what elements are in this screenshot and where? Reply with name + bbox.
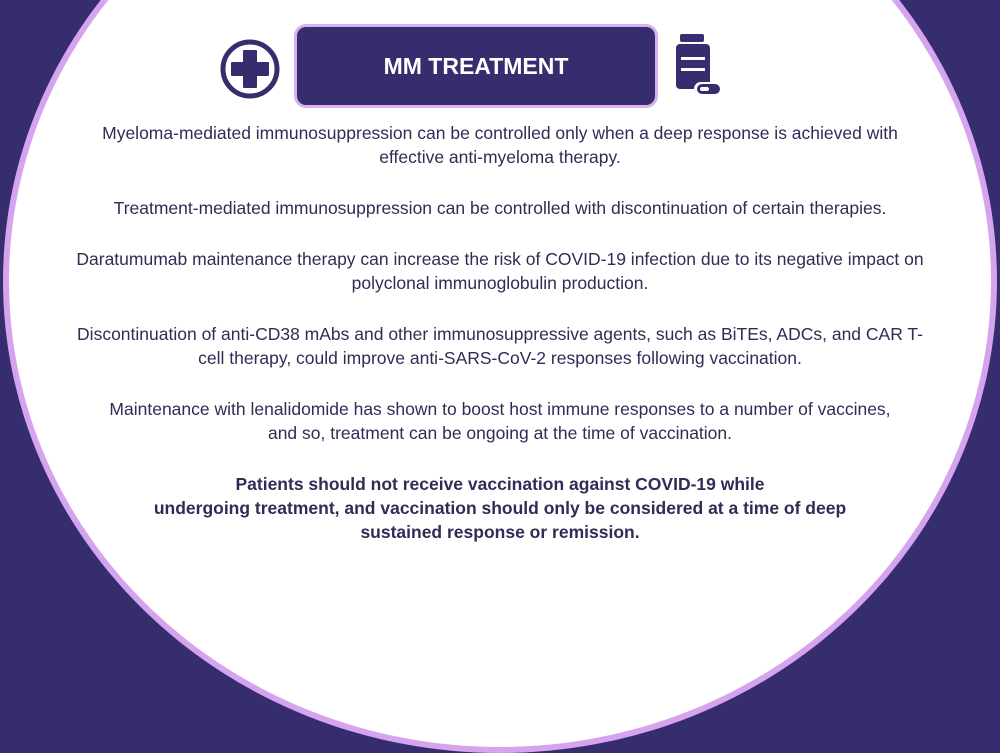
paragraph-daratumumab: Daratumumab maintenance therapy can incr… [20,247,980,295]
slide-title: MM TREATMENT [294,24,658,108]
paragraph-myeloma-immunosuppression: Myeloma-mediated immunosuppression can b… [20,121,980,169]
text-line: cell therapy, could improve anti-SARS-Co… [198,348,802,368]
text-line: Patients should not receive vaccination … [235,474,765,494]
text-line: effective anti-myeloma therapy. [379,147,621,167]
paragraph-treatment-immunosuppression: Treatment-mediated immunosuppression can… [20,196,980,220]
text-line: undergoing treatment, and vaccination sh… [153,498,847,518]
text-line: Maintenance with lenalidomide has shown … [109,399,891,419]
text-line: Myeloma-mediated immunosuppression can b… [102,123,898,143]
medical-cross-icon [220,39,280,99]
paragraph-lenalidomide: Maintenance with lenalidomide has shown … [20,397,980,445]
text-line: Treatment-mediated immunosuppression can… [113,198,887,218]
text-line: polyclonal immunoglobulin production. [351,273,649,293]
paragraph-discontinuation: Discontinuation of anti-CD38 mAbs and ot… [20,322,980,370]
conclusion: Patients should not receive vaccination … [20,472,980,544]
text-line: and so, treatment can be ongoing at the … [267,423,733,443]
slide-body: Myeloma-mediated immunosuppression can b… [20,121,980,571]
text-line: Discontinuation of anti-CD38 mAbs and ot… [77,324,923,344]
text-line: Daratumumab maintenance therapy can incr… [76,249,924,269]
pill-bottle-icon [676,34,722,96]
text-line: sustained response or remission. [360,522,640,542]
